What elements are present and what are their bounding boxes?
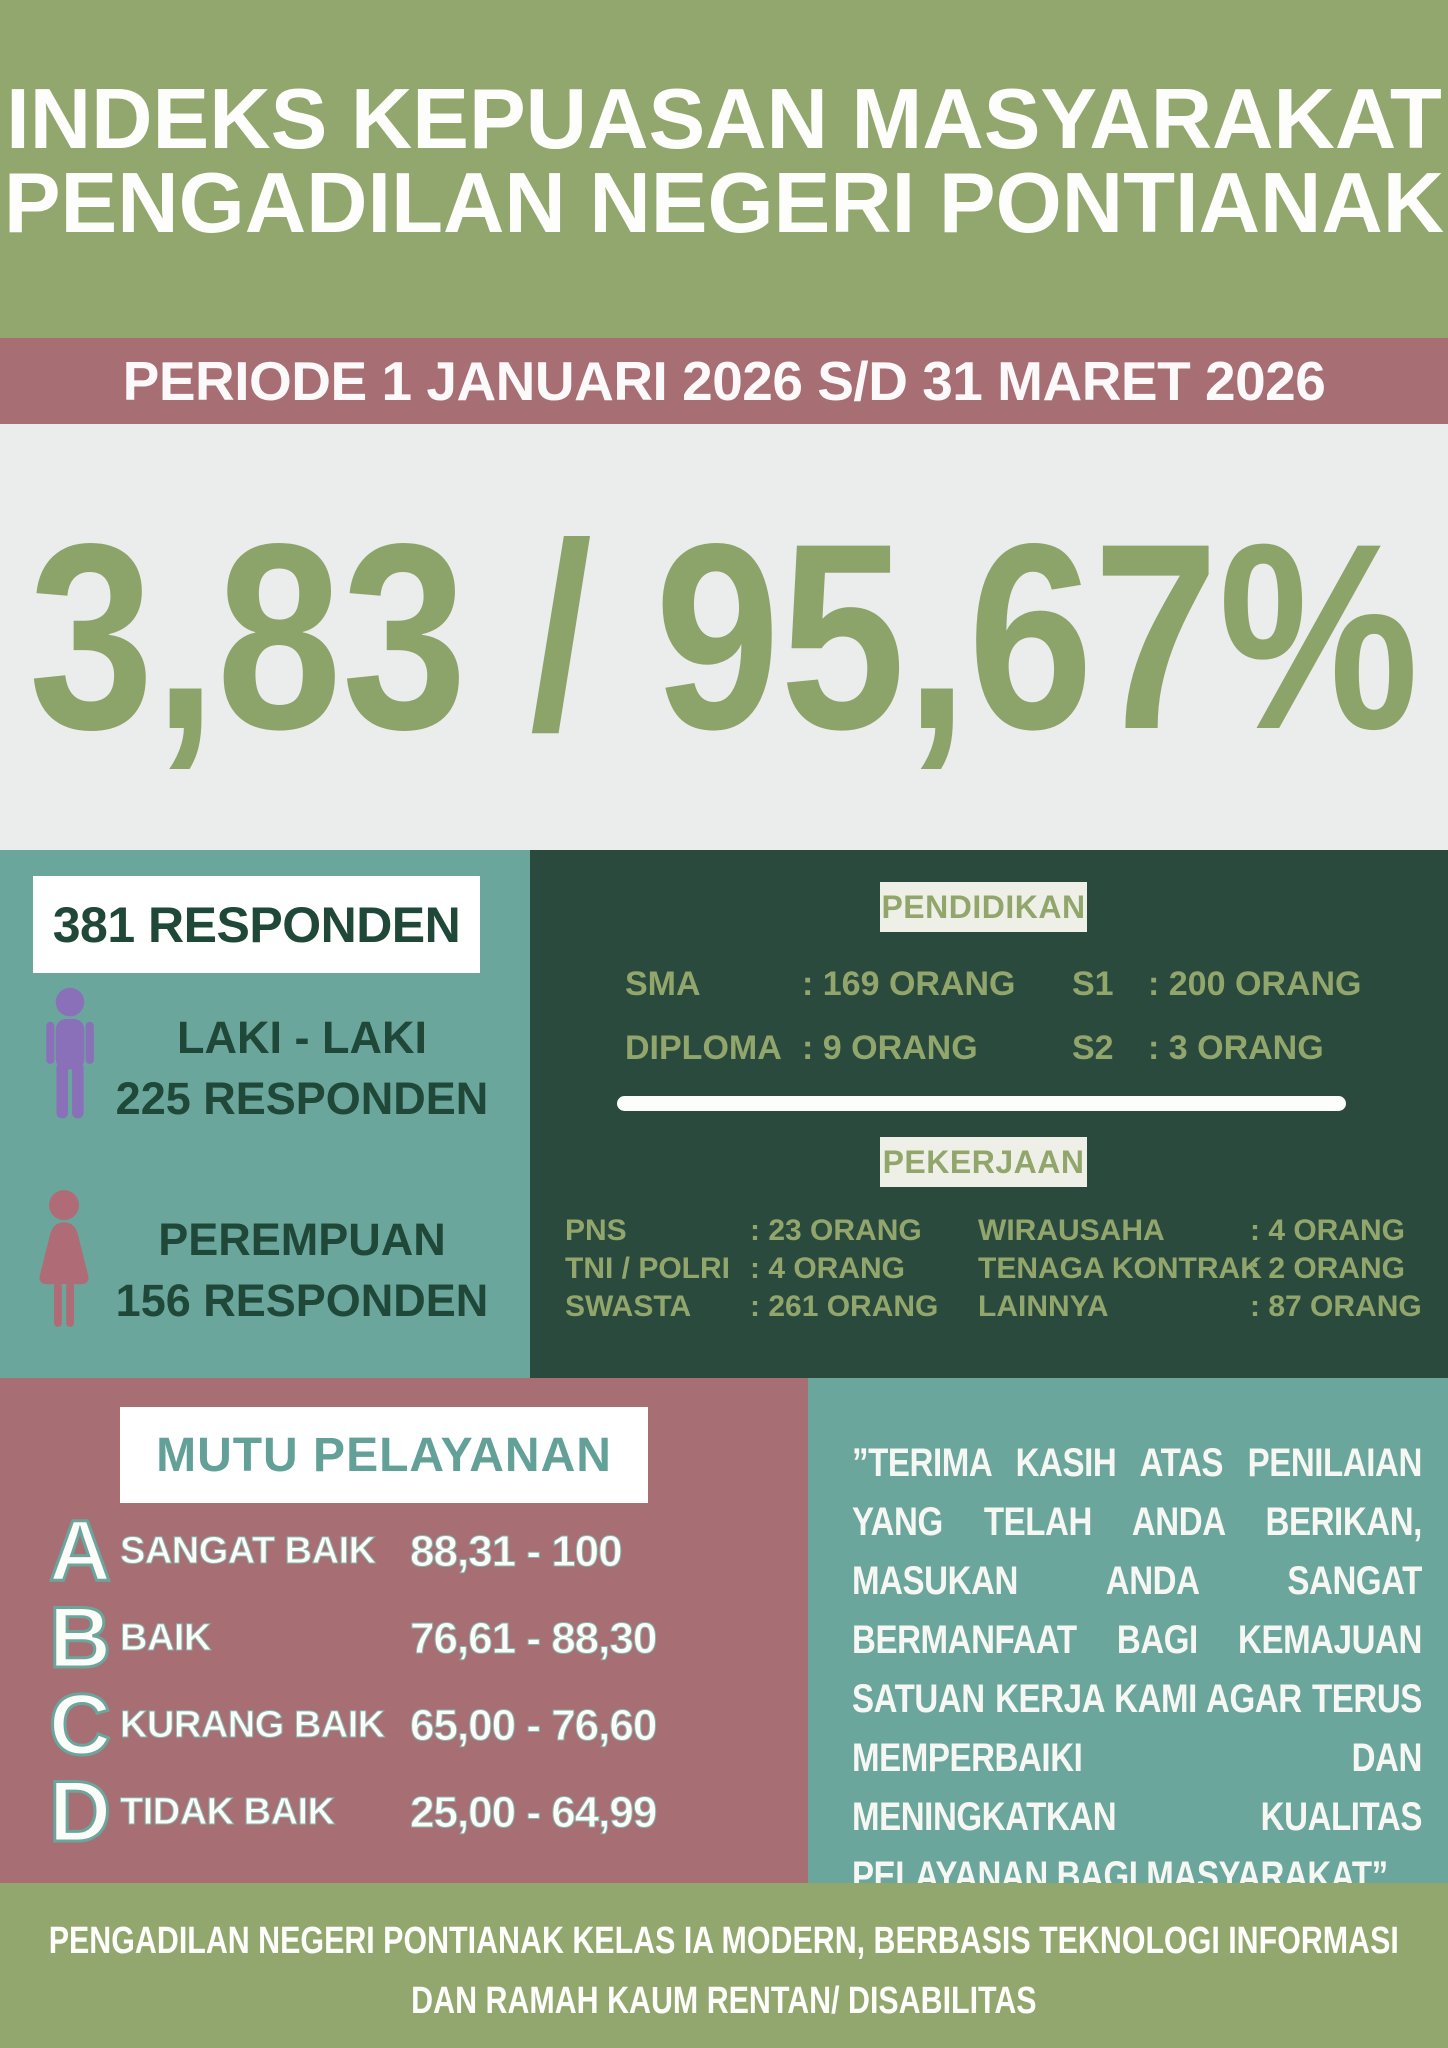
footer-line-2: DAN RAMAH KAUM RENTAN/ DISABILITAS (411, 1979, 1037, 2022)
grade-range: 65,00 - 76,60 (410, 1700, 658, 1750)
education-occupation-panel: PENDIDIKAN SMA : 169 ORANG S1 : 200 ORAN… (530, 850, 1448, 1378)
occupation-label: TENAGA KONTRAK (978, 1252, 1262, 1285)
grade-row-b: B BAIK 76,61 - 88,30 (40, 1590, 768, 1686)
education-value: : 169 ORANG (802, 965, 1016, 1003)
thank-you-quote: ”TERIMA KASIH ATAS PENILAIAN YANG TELAH … (852, 1441, 1422, 1898)
periode-label: PERIODE 1 JANUARI 2026 S/D 31 MARET 2026 (122, 350, 1326, 412)
grade-range: 88,31 - 100 (410, 1526, 624, 1576)
grade-row-c: C KURANG BAIK 65,00 - 76,60 (40, 1677, 768, 1773)
total-respondents-box: 381 RESPONDEN (33, 876, 480, 973)
score-section: 3,83 / 95,67% (0, 424, 1448, 850)
occupation-value: : 23 ORANG (750, 1214, 922, 1247)
occupation-value: : 4 ORANG (1250, 1214, 1406, 1247)
education-title: PENDIDIKAN (881, 888, 1086, 925)
occupation-title: PEKERJAAN (882, 1143, 1085, 1180)
education-value: : 9 ORANG (802, 1029, 978, 1067)
grade-letter: B (47, 1590, 112, 1686)
service-quality-panel: MUTU PELAYANAN A SANGAT BAIK 88,31 - 100… (0, 1378, 808, 1883)
occupation-value: : 261 ORANG (750, 1290, 939, 1323)
occupation-label: LAINNYA (978, 1290, 1109, 1323)
middle-section: 381 RESPONDEN LAKI - LAKI 225 RESPONDE (0, 850, 1448, 1378)
grade-label: KURANG BAIK (120, 1704, 386, 1747)
occupation-row-1: PNS : 23 ORANG WIRAUSAHA : 4 ORANG (530, 1212, 1448, 1250)
grade-label: TIDAK BAIK (120, 1791, 336, 1834)
footer-line-1: PENGADILAN NEGERI PONTIANAK KELAS IA MOD… (48, 1919, 1400, 1962)
education-row-1: SMA : 169 ORANG S1 : 200 ORANG (530, 960, 1448, 1008)
female-count: 156 RESPONDEN (115, 1275, 489, 1326)
bottom-section: MUTU PELAYANAN A SANGAT BAIK 88,31 - 100… (0, 1378, 1448, 1898)
grade-letter: D (47, 1764, 112, 1860)
grade-row-a: A SANGAT BAIK 88,31 - 100 (40, 1503, 768, 1599)
occupation-label: WIRAUSAHA (978, 1214, 1165, 1247)
respondents-panel: 381 RESPONDEN LAKI - LAKI 225 RESPONDE (0, 850, 530, 1378)
page-title-line-2: PENGADILAN NEGERI PONTIANAK (3, 156, 1445, 251)
service-quality-title: MUTU PELAYANAN (156, 1428, 612, 1482)
education-value: : 200 ORANG (1148, 965, 1362, 1003)
education-label: DIPLOMA (625, 1029, 782, 1067)
grade-letter: A (47, 1503, 112, 1599)
education-row-2: DIPLOMA : 9 ORANG S2 : 3 ORANG (530, 1024, 1448, 1072)
education-value: : 3 ORANG (1148, 1029, 1324, 1067)
footer-banner: PENGADILAN NEGERI PONTIANAK KELAS IA MOD… (0, 1883, 1448, 2048)
female-person-icon (39, 1190, 89, 1328)
female-respondents-row: PEREMPUAN 156 RESPONDEN (0, 1186, 530, 1354)
occupation-value: : 87 ORANG (1250, 1290, 1422, 1323)
occupation-value: : 4 ORANG (750, 1252, 906, 1285)
service-quality-title-box: MUTU PELAYANAN (120, 1407, 648, 1503)
male-count: 225 RESPONDEN (115, 1073, 489, 1124)
female-label: PEREMPUAN (158, 1214, 446, 1265)
occupation-row-3: SWASTA : 261 ORANG LAINNYA : 87 ORANG (530, 1288, 1448, 1326)
grade-range: 25,00 - 64,99 (410, 1787, 658, 1837)
occupation-row-2: TNI / POLRI : 4 ORANG TENAGA KONTRAK : 2… (530, 1250, 1448, 1288)
page-title-line-1: INDEKS KEPUASAN MASYARAKAT (6, 72, 1442, 167)
female-respondents-text: PEREMPUAN 156 RESPONDEN (104, 1209, 530, 1331)
occupation-label: PNS (565, 1214, 627, 1247)
header-banner: INDEKS KEPUASAN MASYARAKAT PENGADILAN NE… (0, 0, 1448, 338)
education-label: S2 (1072, 1029, 1114, 1067)
grade-row-d: D TIDAK BAIK 25,00 - 64,99 (40, 1764, 768, 1860)
thank-you-quote-panel: ”TERIMA KASIH ATAS PENILAIAN YANG TELAH … (808, 1378, 1448, 1898)
grade-range: 76,61 - 88,30 (410, 1613, 658, 1663)
occupation-value: : 2 ORANG (1250, 1252, 1406, 1285)
education-label: S1 (1072, 965, 1114, 1003)
male-respondents-text: LAKI - LAKI 225 RESPONDEN (104, 1007, 530, 1129)
education-label: SMA (625, 965, 701, 1003)
grade-list: A SANGAT BAIK 88,31 - 100 B BAIK 76,61 -… (40, 1503, 768, 1860)
ikm-score-value: 3,83 / 95,67% (28, 488, 1420, 785)
occupation-title-box: PEKERJAAN (880, 1137, 1087, 1187)
grade-letter: C (47, 1677, 112, 1773)
occupation-label: TNI / POLRI (565, 1252, 730, 1285)
periode-banner: PERIODE 1 JANUARI 2026 S/D 31 MARET 2026 (0, 338, 1448, 424)
occupation-label: SWASTA (565, 1290, 692, 1323)
male-person-icon (46, 987, 94, 1119)
male-respondents-row: LAKI - LAKI 225 RESPONDEN (0, 978, 530, 1158)
grade-label: BAIK (120, 1617, 212, 1660)
education-title-box: PENDIDIKAN (880, 882, 1087, 932)
grade-label: SANGAT BAIK (120, 1530, 377, 1573)
total-respondents-label: 381 RESPONDEN (52, 896, 461, 953)
section-divider (617, 1096, 1346, 1111)
male-label: LAKI - LAKI (177, 1012, 427, 1063)
